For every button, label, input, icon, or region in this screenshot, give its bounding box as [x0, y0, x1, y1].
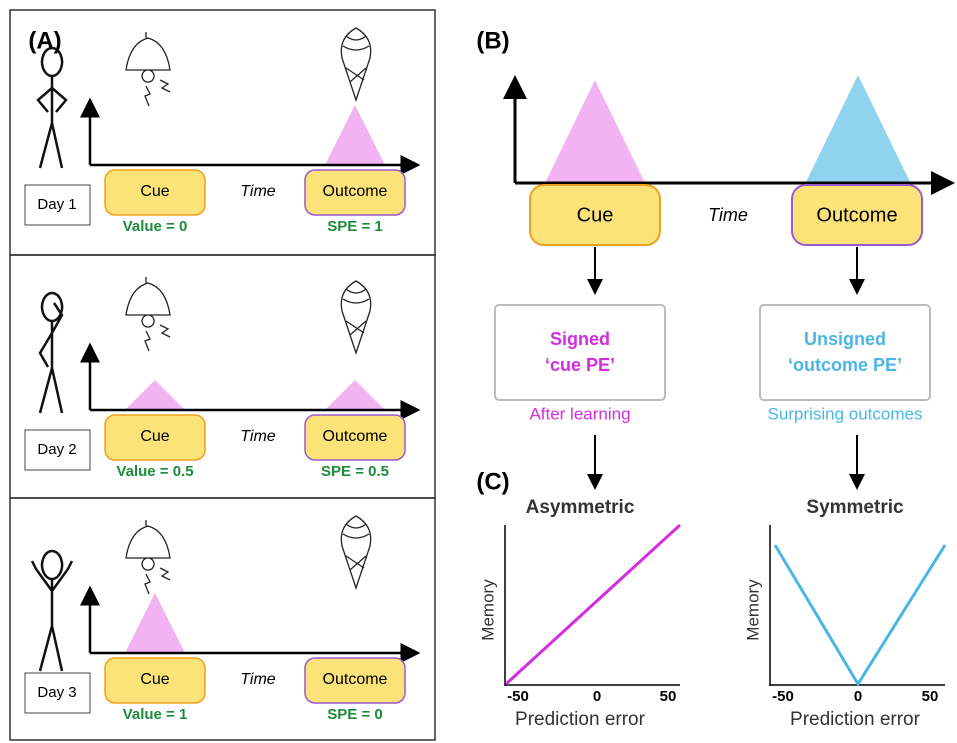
- label: Memory: [478, 579, 497, 641]
- pe-box: [495, 305, 665, 400]
- pe-triangle: [325, 105, 385, 165]
- label: SPE = 0: [327, 706, 382, 723]
- label: Outcome: [323, 183, 388, 200]
- label: 50: [660, 688, 677, 705]
- ice-cream-icon: [341, 281, 370, 353]
- label: Time: [240, 428, 276, 445]
- label: Cue: [140, 671, 169, 688]
- pe-triangle: [125, 593, 185, 653]
- label: Outcome: [816, 204, 897, 226]
- label: After learning: [529, 404, 630, 423]
- label: (B): [476, 27, 509, 54]
- label: Unsigned: [804, 329, 886, 349]
- label: Cue: [140, 183, 169, 200]
- label: -50: [772, 688, 794, 705]
- stick-figure: [40, 293, 62, 413]
- pe-triangle: [325, 380, 385, 410]
- label: -50: [507, 688, 529, 705]
- bell-icon: [126, 520, 170, 594]
- label: Time: [708, 205, 748, 225]
- memory-line: [775, 545, 945, 684]
- ice-cream-icon: [341, 28, 370, 100]
- stick-figure: [32, 551, 72, 671]
- pe-triangle: [545, 80, 645, 183]
- label: 0: [854, 688, 862, 705]
- bell-icon: [126, 32, 170, 106]
- label: Value = 0: [123, 218, 188, 235]
- label: Surprising outcomes: [768, 404, 923, 423]
- label: ‘outcome PE’: [788, 355, 902, 375]
- label: Value = 1: [123, 706, 188, 723]
- label: Memory: [743, 579, 762, 641]
- label: Time: [240, 183, 276, 200]
- memory-line: [506, 525, 680, 684]
- label: Asymmetric: [526, 497, 635, 518]
- label: Day 1: [37, 196, 76, 213]
- ice-cream-icon: [341, 516, 370, 588]
- label: Day 2: [37, 441, 76, 458]
- label: Prediction error: [790, 709, 921, 730]
- pe-triangle: [125, 380, 185, 410]
- pe-box: [760, 305, 930, 400]
- label: Day 3: [37, 684, 76, 701]
- label: Symmetric: [806, 497, 904, 518]
- label: 50: [922, 688, 939, 705]
- label: 0: [593, 688, 601, 705]
- figure: (A)Day 1CueTimeOutcomeValue = 0SPE = 1Da…: [0, 0, 957, 743]
- label: SPE = 0.5: [321, 463, 389, 480]
- label: (C): [476, 468, 509, 495]
- label: ‘cue PE’: [545, 355, 615, 375]
- stick-figure: [38, 48, 66, 168]
- bell-icon: [126, 277, 170, 351]
- label: Cue: [577, 204, 614, 226]
- label: Prediction error: [515, 709, 646, 730]
- label: Value = 0.5: [116, 463, 193, 480]
- label: Signed: [550, 329, 610, 349]
- label: Outcome: [323, 671, 388, 688]
- pe-triangle: [806, 75, 911, 183]
- label: Outcome: [323, 428, 388, 445]
- label: SPE = 1: [327, 218, 382, 235]
- label: Time: [240, 671, 276, 688]
- label: Cue: [140, 428, 169, 445]
